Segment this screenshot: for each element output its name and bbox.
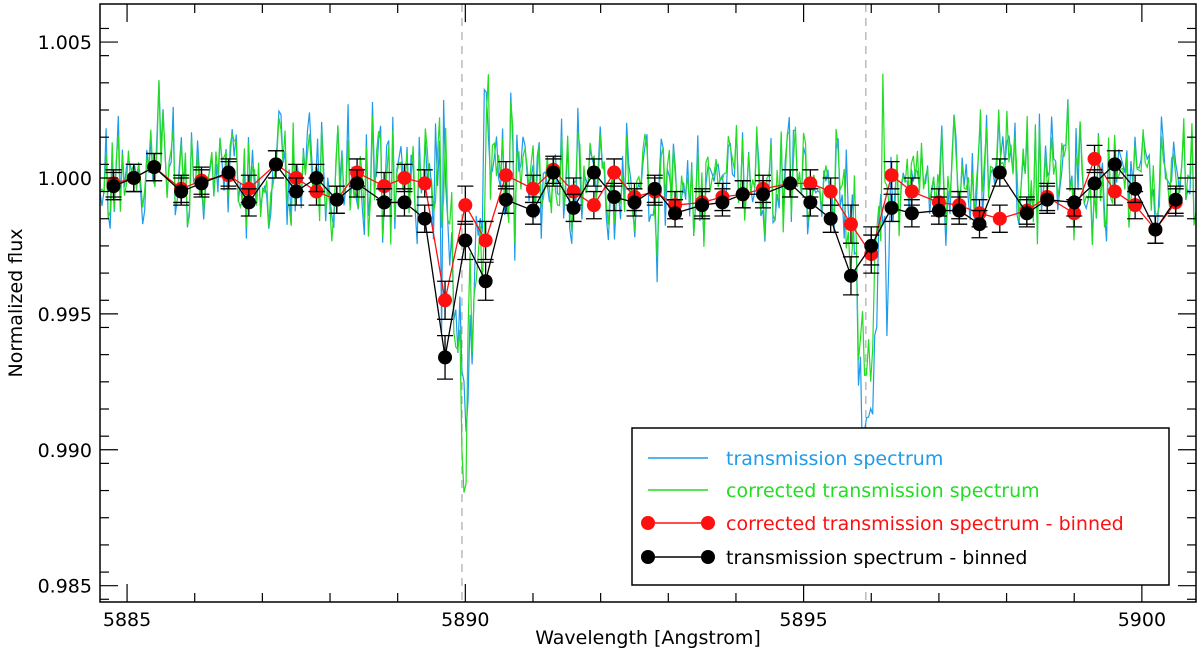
binned-point [1148, 222, 1163, 237]
y-tick-label: 0.985 [38, 576, 92, 598]
corrected-binned-point [1107, 184, 1122, 199]
legend-box [631, 427, 1170, 586]
binned-point [174, 184, 189, 199]
corrected-binned-point [884, 168, 899, 183]
binned-point [525, 203, 540, 218]
corrected-binned-point [843, 217, 858, 232]
binned-point [952, 203, 967, 218]
reference-lines [461, 4, 867, 602]
binned-point [194, 176, 209, 191]
legend: transmission spectrum corrected transmis… [631, 427, 1170, 586]
binned-point [397, 195, 412, 210]
binned-point [309, 170, 324, 185]
binned-point [884, 200, 899, 215]
corrected-binned-point [1128, 198, 1143, 213]
binned-point [1067, 195, 1082, 210]
axis-tick-labels: 0.985 0.990 0.995 1.000 1.005 5885 5890 5895 590… [38, 32, 1166, 631]
binned-point [268, 157, 283, 172]
binned-point [241, 195, 256, 210]
corrected-binned-point [803, 176, 818, 191]
y-tick-label: 1.005 [38, 32, 92, 54]
binned-point [1107, 157, 1122, 172]
corrected-binned-point [397, 170, 412, 185]
binned-point [803, 195, 818, 210]
binned-point [458, 233, 473, 248]
binned-point [715, 195, 730, 210]
corrected-binned-point [992, 211, 1007, 226]
corrected-binned-point [1087, 151, 1102, 166]
binned-point [546, 165, 561, 180]
x-tick-label: 5895 [779, 609, 827, 631]
plot-frame [99, 3, 1197, 603]
binned-point [289, 184, 304, 199]
legend-marker-binned [641, 550, 655, 564]
x-tick-label: 5900 [1118, 609, 1166, 631]
binned-point [417, 211, 432, 226]
binned-point [586, 165, 601, 180]
legend-label-binned: transmission spectrum - binned [726, 547, 1027, 569]
legend-label-transmission: transmission spectrum [726, 448, 943, 470]
y-axis-label: Normalized flux [5, 228, 27, 377]
x-tick-label: 5885 [103, 609, 151, 631]
y-tick-label: 0.990 [38, 440, 92, 462]
binned-point [1019, 206, 1034, 221]
x-tick-label: 5890 [441, 609, 489, 631]
binned-point [1128, 181, 1143, 196]
y-tick-label: 0.995 [38, 304, 92, 326]
binned-point [864, 238, 879, 253]
legend-label-corrected: corrected transmission spectrum [726, 480, 1040, 502]
binned-point [498, 192, 513, 207]
binned-point [668, 206, 683, 221]
binned-point [931, 203, 946, 218]
binned-point [350, 176, 365, 191]
binned-point [735, 187, 750, 202]
corrected-binned-point [586, 198, 601, 213]
binned-point [478, 274, 493, 289]
binned-point [1087, 176, 1102, 191]
binned-point [329, 192, 344, 207]
corrected-binned-point [498, 168, 513, 183]
binned-point [843, 268, 858, 283]
corrected-binned-point [566, 184, 581, 199]
corrected-binned-point [478, 233, 493, 248]
x-axis-label: Wavelength [Angstrom] [535, 627, 761, 649]
legend-marker-binned [701, 550, 715, 564]
binned-point [627, 195, 642, 210]
corrected-binned-point [417, 176, 432, 191]
binned-point [438, 350, 453, 365]
corrected-binned-point [377, 179, 392, 194]
binned-point [147, 160, 162, 175]
binned-layer [105, 144, 1184, 380]
binned-point [1168, 192, 1183, 207]
binned-point [647, 181, 662, 196]
binned-point [221, 165, 236, 180]
binned-point [1040, 192, 1055, 207]
binned-point [904, 206, 919, 221]
corrected-binned-point [525, 181, 540, 196]
binned-point [972, 217, 987, 232]
corrected-binned-point [904, 184, 919, 199]
legend-marker-corrected-binned [701, 516, 715, 530]
binned-point [106, 179, 121, 194]
binned-point [756, 187, 771, 202]
corrected-spectrum-line [100, 73, 1196, 493]
legend-marker-corrected-binned [641, 516, 655, 530]
binned-point [607, 189, 622, 204]
axis-ticks [100, 4, 1196, 602]
legend-label-corrected-binned: corrected transmission spectrum - binned [726, 513, 1124, 535]
corrected-binned-point [438, 293, 453, 308]
y-tick-label: 1.000 [38, 168, 92, 190]
binned-point [823, 211, 838, 226]
corrected-binned-point [458, 198, 473, 213]
binned-point [126, 170, 141, 185]
binned-point [566, 200, 581, 215]
binned-series [105, 150, 1184, 380]
corrected-binned-point [607, 165, 622, 180]
corrected-binned-point [823, 184, 838, 199]
binned-point [377, 195, 392, 210]
binned-point [992, 165, 1007, 180]
binned-point [783, 176, 798, 191]
binned-point [695, 198, 710, 213]
